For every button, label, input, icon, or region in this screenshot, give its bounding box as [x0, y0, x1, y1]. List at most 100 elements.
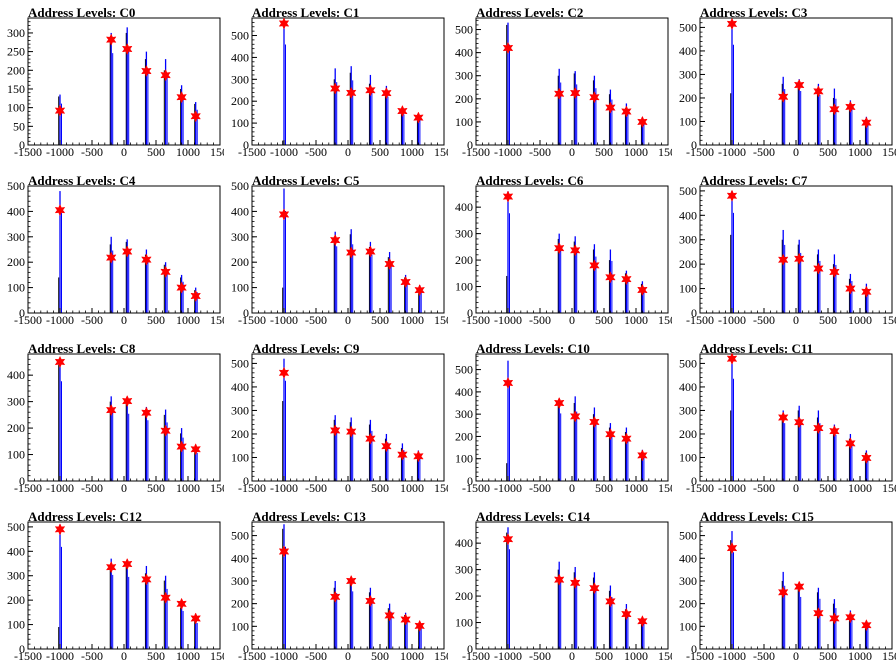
star-marker [861, 451, 872, 465]
x-tick-label: -1000 [46, 481, 74, 495]
x-tick-label: 1500 [882, 313, 896, 327]
y-tick-label: 300 [679, 67, 697, 81]
x-tick-label: 0 [121, 481, 127, 495]
star-marker [121, 42, 133, 56]
y-tick-label: 400 [231, 380, 249, 394]
x-tick-label: -1000 [46, 145, 74, 159]
chart-title: Address Levels: C15 [700, 509, 814, 524]
x-tick-label: 0 [345, 145, 351, 159]
y-tick-label: 300 [455, 69, 473, 83]
y-tick-label: 0 [691, 306, 697, 320]
y-tick-label: 100 [7, 448, 25, 462]
x-tick-label: -1500 [14, 313, 42, 327]
star-marker [345, 86, 357, 99]
y-tick-label: 100 [679, 619, 697, 633]
star-marker [160, 424, 171, 437]
x-tick-label: 1000 [624, 481, 648, 495]
star-marker [105, 251, 117, 264]
y-tick-label: 100 [455, 115, 473, 129]
y-tick-label: 200 [231, 427, 249, 441]
y-tick-label: 300 [7, 230, 25, 244]
y-tick-label: 300 [231, 230, 249, 244]
y-tick-label: 200 [679, 257, 697, 271]
plot-frame [699, 353, 893, 482]
x-tick-label: 1500 [658, 145, 672, 159]
x-tick-label: 1000 [848, 313, 872, 327]
star-marker [829, 103, 840, 116]
star-marker [160, 265, 171, 278]
star-marker [278, 208, 290, 221]
x-tick-label: -1500 [238, 481, 266, 495]
y-tick-label: 250 [7, 45, 25, 59]
star-marker [190, 443, 201, 456]
chart-svg: 0 100 200 300 400 500 -1500 -1000 -500 0 500 1000 15… [679, 184, 896, 327]
star-marker [605, 271, 616, 284]
y-tick-label: 400 [231, 50, 249, 64]
x-tick-label: 0 [121, 649, 127, 663]
plot-frame [27, 17, 221, 146]
y-tick-label: 150 [7, 82, 25, 96]
x-tick-label: -500 [305, 145, 327, 159]
x-tick-label: 1000 [400, 145, 424, 159]
x-tick-label: 1500 [210, 481, 224, 495]
x-tick-label: 0 [569, 313, 575, 327]
x-tick-label: -1000 [718, 649, 746, 663]
star-marker [329, 233, 341, 247]
chart-svg: 0 100 200 300 400 500 -1500 -1000 -500 0 500 1000 15… [679, 17, 896, 159]
x-tick-label: 1000 [848, 481, 872, 495]
star-marker [553, 573, 565, 586]
star-marker [813, 85, 824, 98]
x-tick-label: -1500 [238, 649, 266, 663]
star-marker [381, 87, 392, 100]
y-tick-label: 400 [455, 385, 473, 399]
x-tick-label: -1500 [238, 313, 266, 327]
star-marker [861, 619, 872, 632]
y-tick-label: 500 [679, 184, 697, 198]
y-tick-label: 500 [231, 356, 249, 370]
y-tick-label: 500 [455, 363, 473, 377]
x-tick-label: 0 [345, 481, 351, 495]
star-marker [105, 403, 117, 417]
star-marker [637, 449, 648, 462]
star-marker [553, 242, 565, 255]
star-marker [813, 421, 824, 435]
star-marker [621, 273, 632, 286]
x-tick-label: 1000 [400, 481, 424, 495]
star-marker [397, 104, 408, 118]
x-tick-label: -1000 [494, 649, 522, 663]
chart-title: Address Levels: C3 [700, 5, 808, 20]
y-tick-label: 0 [467, 474, 473, 488]
x-tick-label: 500 [147, 649, 165, 663]
star-marker [121, 245, 133, 258]
x-tick-label: -500 [305, 649, 327, 663]
x-tick-label: -500 [81, 145, 103, 159]
x-tick-label: 1500 [434, 649, 448, 663]
star-marker [845, 437, 856, 450]
y-tick-label: 300 [231, 72, 249, 86]
star-marker [569, 86, 581, 100]
y-tick-label: 500 [7, 179, 25, 193]
plot-frame [475, 17, 669, 146]
star-marker [793, 78, 805, 92]
chart-svg: 0 100 200 300 400 500 -1500 -1000 -500 0 500 1000 15… [231, 521, 448, 663]
y-tick-label: 300 [455, 563, 473, 577]
star-marker [345, 246, 357, 259]
y-tick-label: 200 [679, 597, 697, 611]
chart-title: Address Levels: C4 [28, 173, 136, 188]
x-tick-label: -500 [753, 481, 775, 495]
star-marker [621, 105, 632, 118]
chart-title: Address Levels: C6 [476, 173, 584, 188]
y-tick-label: 0 [243, 306, 249, 320]
x-tick-label: -500 [305, 313, 327, 327]
star-marker [278, 366, 290, 379]
x-tick-label: -1500 [686, 481, 714, 495]
star-marker [793, 416, 805, 429]
star-marker [726, 352, 738, 365]
star-marker [397, 448, 408, 461]
x-tick-label: 1500 [882, 649, 896, 663]
chart-panel: 0 100 200 300 400 -1500 -1000 -500 0 500 1000 1500 A… [448, 168, 672, 336]
y-tick-label: 400 [231, 204, 249, 218]
x-tick-label: 500 [371, 481, 389, 495]
x-tick-label: -500 [529, 313, 551, 327]
y-tick-label: 300 [455, 407, 473, 421]
